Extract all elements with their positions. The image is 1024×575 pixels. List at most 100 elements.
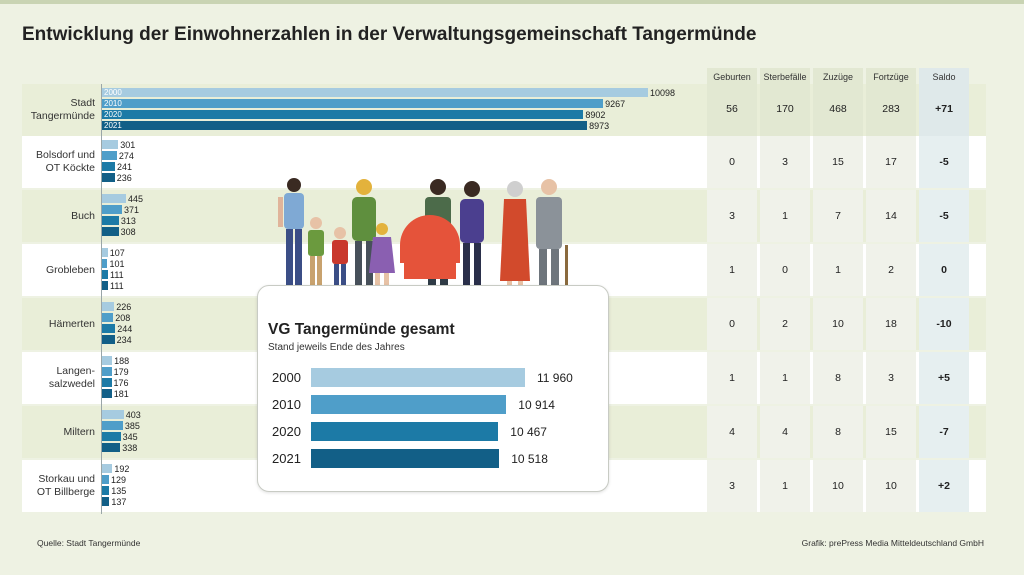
total-card-subtitle: Stand jeweils Ende des Jahres [268,342,405,353]
table-cell: -7 [919,406,969,458]
total-value-label: 10 914 [518,398,555,412]
bar-2000 [102,88,648,97]
bar-2000 [102,194,127,203]
bar-value-label: 301 [120,140,136,150]
credit-note: Grafik: prePress Media Mitteldeutschland… [801,538,984,548]
table-cell: -5 [919,190,969,242]
bar-value-label: 137 [111,497,127,507]
bar-value-label: 445 [128,194,144,204]
table-cell: 3 [760,136,810,188]
woman-figure-2 [352,179,376,301]
bar-2021 [102,389,112,398]
bar-2000 [102,302,115,311]
table-cell: 10 [866,460,916,512]
bar-value-label: 313 [120,216,136,226]
bar-value-label: 8973 [589,121,610,131]
bar-2020 [102,324,116,333]
table-cell: 3 [866,352,916,404]
bar-value-label: 403 [125,410,141,420]
bar-2020 [102,216,119,225]
table-cell: -10 [919,298,969,350]
table-cell [919,134,969,136]
table-cell: 1 [760,352,810,404]
bar-2021 [102,121,588,130]
row-label: Stadt Tangermünde [30,97,95,122]
child-figure-2 [332,227,348,301]
table-cell: 4 [707,406,757,458]
grandfather-figure [536,179,568,303]
bar-value-label: 208 [115,313,131,323]
table-cell: 15 [866,406,916,458]
table-cell: 3 [707,460,757,512]
bar-2010 [102,367,112,376]
row-label: Miltern [63,425,95,438]
total-bar-2020 [311,422,499,441]
bar-2000 [102,140,119,149]
total-value-label: 11 960 [537,371,573,385]
bar-year-label: 2020 [104,110,122,119]
table-cell: 2 [760,298,810,350]
bar-2020 [102,378,112,387]
total-year-label: 2000 [272,370,301,385]
table-cell: 468 [813,84,863,134]
total-bar-2010 [311,395,507,414]
table-cell: 4 [760,406,810,458]
row-label: Hämerten [48,317,95,330]
row-label: Buch [71,209,95,222]
bar-2010 [102,99,604,108]
table-cell: 8 [813,352,863,404]
bar-2021 [102,335,115,344]
table-cell: 170 [760,84,810,134]
table-cell: 0 [707,136,757,188]
total-bar-2000 [311,368,525,387]
bar-year-label: 2010 [104,99,122,108]
table-cell: 2 [866,244,916,296]
bar-value-label: 345 [122,432,138,442]
bar-2010 [102,205,123,214]
bar-year-label: 2000 [104,88,122,97]
table-cell: 0 [760,244,810,296]
bar-axis [101,84,102,514]
bar-2010 [102,421,123,430]
table-cell: +71 [919,84,969,134]
total-bar-2021 [311,449,500,468]
page-title: Entwicklung der Einwohnerzahlen in der V… [22,24,757,45]
source-note: Quelle: Stadt Tangermünde [37,538,141,548]
table-cell: 56 [707,84,757,134]
table-cell: 1 [760,460,810,512]
bar-2000 [102,248,108,257]
table-cell [707,134,757,136]
total-year-label: 2020 [272,424,301,439]
bar-value-label: 135 [111,486,127,496]
bar-value-label: 111 [110,270,124,280]
child-figure-1 [308,217,324,300]
table-cell: 17 [866,136,916,188]
bar-value-label: 385 [124,421,140,431]
bar-value-label: 179 [113,367,129,377]
bar-value-label: 371 [124,205,140,215]
table-cell: 0 [707,298,757,350]
bar-2021 [102,497,110,506]
woman-figure-1 [278,178,304,299]
table-cell [866,134,916,136]
table-cell [813,134,863,136]
bar-value-label: 308 [120,227,136,237]
bar-value-label: 241 [117,162,133,172]
table-cell: 1 [707,352,757,404]
total-year-label: 2010 [272,397,301,412]
total-card-title: VG Tangermünde gesamt [268,321,455,338]
bar-2021 [102,281,108,290]
bar-value-label: 101 [109,259,125,269]
bar-2000 [102,356,113,365]
table-cell: +2 [919,460,969,512]
bar-2000 [102,464,113,473]
row-label: Storkau und OT Billberge [36,473,95,498]
table-cell: 0 [919,244,969,296]
top-rule [0,0,1024,4]
table-cell: 10 [813,298,863,350]
bar-value-label: 107 [109,248,125,258]
table-cell: 18 [866,298,916,350]
bar-value-label: 181 [113,389,129,399]
table-cell: 14 [866,190,916,242]
table-cell: 7 [813,190,863,242]
